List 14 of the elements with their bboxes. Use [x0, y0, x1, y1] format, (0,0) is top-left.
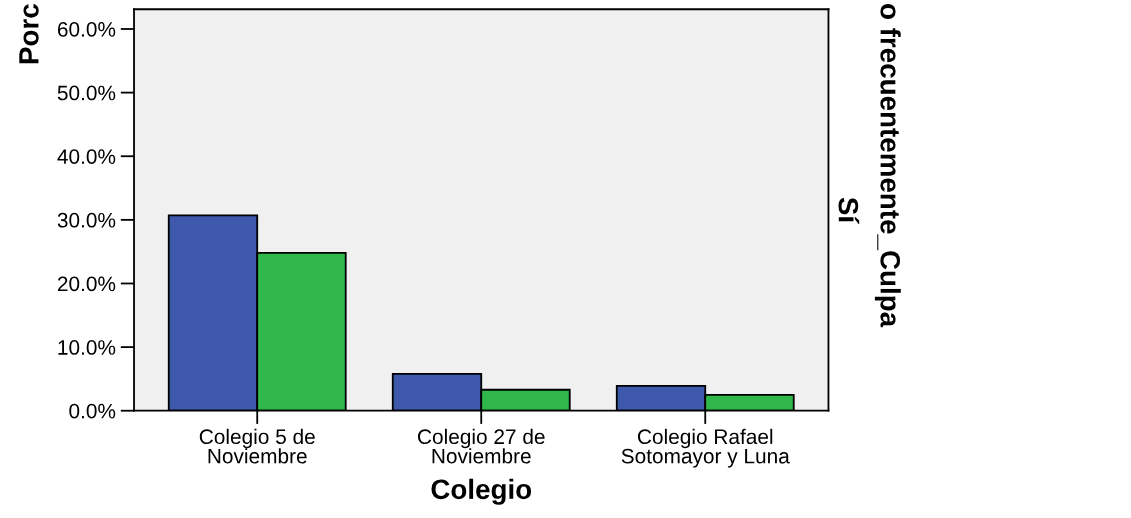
y-tick-label: 10.0%	[58, 340, 116, 355]
x-axis-title: Colegio	[431, 478, 532, 505]
text: o frecuentemente_Culpa	[874, 4, 901, 328]
y-axis-title: Porc	[19, 4, 39, 64]
text: Sí	[838, 197, 860, 224]
x-tick-label: Colegio 5 de Noviembre	[199, 428, 315, 464]
y-tick-label: 30.0%	[57, 212, 116, 228]
y-tick-label: 60.0%	[57, 22, 116, 37]
y-tick-label: 50.0%	[57, 85, 116, 101]
y-tick-label: 0.0%	[69, 403, 116, 419]
x-tick-label: Colegio 27 de Noviembre	[418, 428, 545, 464]
y-tick-label: 20.0%	[57, 276, 116, 292]
y-tick-label: 40.0%	[57, 149, 116, 164]
x-tick-label: Colegio Rafael Sotomayor y Luna	[621, 428, 790, 468]
